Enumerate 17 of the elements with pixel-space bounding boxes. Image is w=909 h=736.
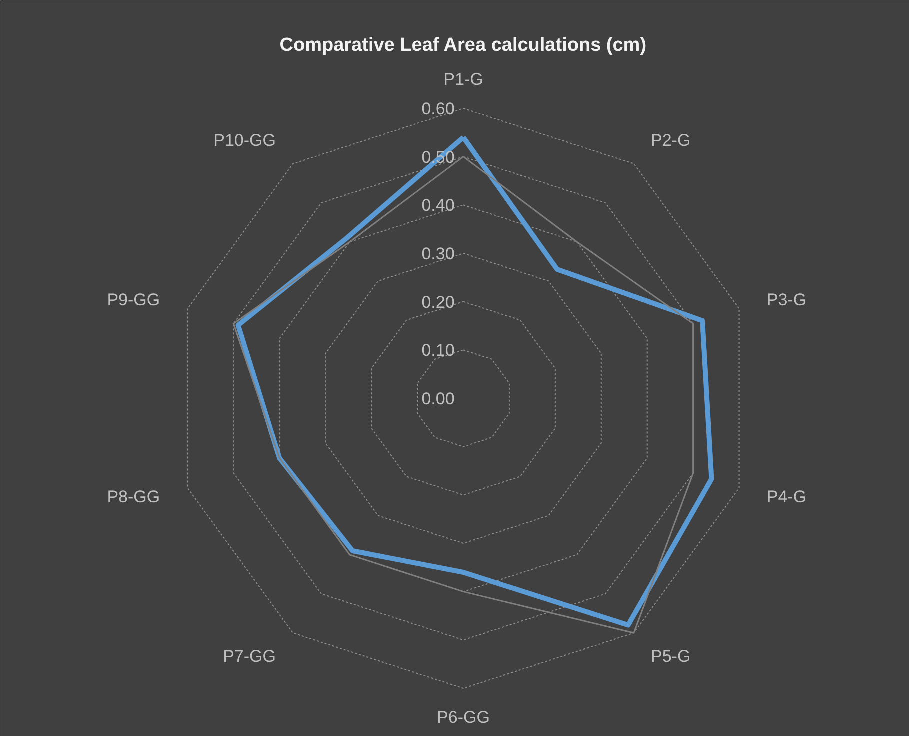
- y-tick-label: 0.10: [422, 341, 455, 360]
- y-tick-label: 0.60: [422, 100, 455, 118]
- spoke-label: P4-G: [766, 488, 807, 507]
- spoke-label: P1-G: [444, 70, 484, 89]
- y-tick-label: 0.00: [422, 390, 455, 408]
- spoke-label: P2-G: [651, 130, 691, 150]
- y-tick-label: 0.40: [422, 196, 455, 216]
- spoke-label: P9-GG: [107, 290, 160, 310]
- spoke-label: P10-GG: [214, 130, 276, 150]
- spoke-label: P3-G: [766, 290, 807, 310]
- spoke-label: P7-GG: [223, 647, 276, 666]
- spoke-label: P8-GG: [107, 488, 160, 507]
- y-tick-label: 0.20: [422, 292, 455, 312]
- spoke-label: P5-G: [651, 647, 691, 666]
- chart-title: Comparative Leaf Area calculations (cm): [280, 35, 647, 56]
- spoke-label: P6-GG: [437, 708, 490, 727]
- y-tick-label: 0.30: [422, 244, 455, 264]
